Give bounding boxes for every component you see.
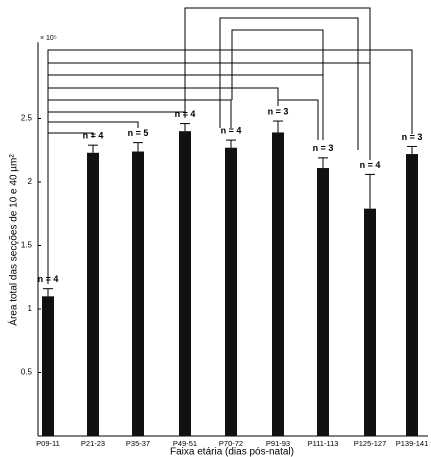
y-axis-label: Área total das secções de 10 e 40 µm² [7, 154, 20, 326]
bar [179, 131, 191, 436]
bar [406, 154, 418, 436]
x-tick-label: P09-11 [36, 439, 60, 448]
x-tick-label: P91-93 [266, 439, 290, 448]
y-tick-label: 1.5 [21, 241, 33, 250]
x-tick-label: P111-113 [308, 439, 339, 448]
n-label: n = 4 [38, 274, 59, 284]
x-tick-label: P49-51 [173, 439, 197, 448]
x-tick-label: P125-127 [354, 439, 387, 448]
significance-brackets [47, 7, 413, 284]
x-tick-label: P70-72 [219, 439, 243, 448]
x-axis-label: Faixa etária (dias pós-natal) [170, 447, 294, 457]
x-tick-label: P35-37 [126, 439, 150, 448]
multiplier: × 10⁵ [40, 35, 57, 42]
bar [225, 147, 237, 436]
n-label: n = 3 [402, 132, 423, 142]
x-tick-label: P21-23 [81, 439, 105, 448]
y-tick-label: 2 [28, 177, 33, 186]
n-label: n = 4 [83, 131, 104, 141]
bar [132, 151, 144, 436]
y-tick-label: 2.5 [21, 114, 33, 123]
bar [317, 168, 329, 436]
n-label: n = 3 [268, 106, 289, 116]
y-tick-label: 0.5 [21, 368, 33, 377]
bar [272, 132, 284, 436]
bar [42, 296, 54, 436]
bar [364, 208, 376, 436]
n-label: n = 4 [175, 109, 196, 119]
n-label: n = 4 [221, 125, 242, 135]
y-tick-label: 1 [28, 304, 33, 313]
n-label: n = 5 [128, 128, 149, 138]
x-tick-label: P139-141 [396, 439, 429, 448]
n-label: n = 3 [313, 143, 334, 153]
bar [87, 152, 99, 437]
n-label: n = 4 [360, 160, 381, 170]
